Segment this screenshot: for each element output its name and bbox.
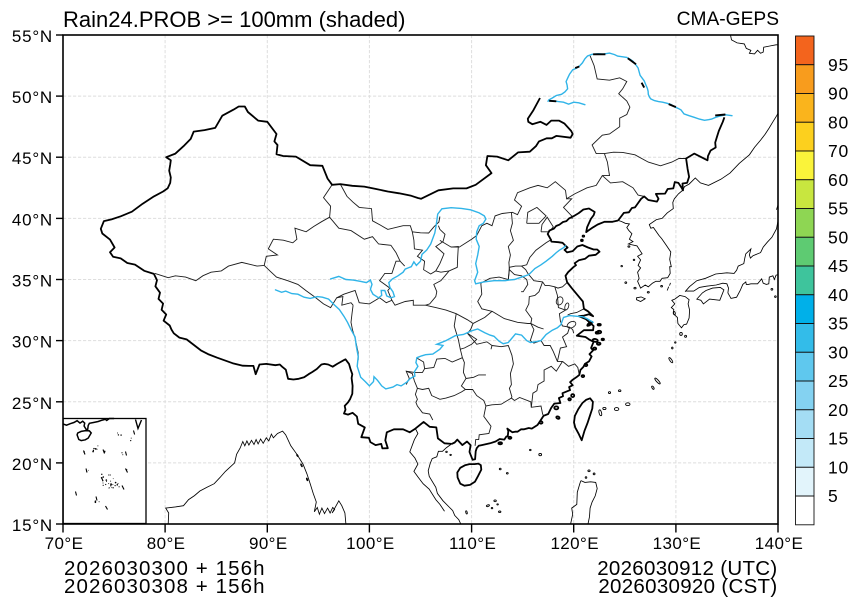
svg-text:10: 10 <box>828 457 849 477</box>
svg-text:55: 55 <box>828 199 849 219</box>
svg-text:25: 25 <box>828 371 849 391</box>
svg-text:90: 90 <box>828 84 849 104</box>
svg-text:30: 30 <box>828 342 849 362</box>
svg-text:2026030308 + 156h: 2026030308 + 156h <box>64 575 266 598</box>
svg-text:40°N: 40°N <box>12 210 53 229</box>
svg-text:35°N: 35°N <box>12 272 53 291</box>
svg-text:2026030300 + 156h: 2026030300 + 156h <box>64 557 266 580</box>
svg-text:70: 70 <box>828 141 849 161</box>
svg-text:2026030920 (CST): 2026030920 (CST) <box>598 575 777 598</box>
svg-text:60: 60 <box>828 170 849 190</box>
svg-text:20: 20 <box>828 400 849 420</box>
svg-text:2026030912 (UTC): 2026030912 (UTC) <box>597 557 777 580</box>
svg-text:40: 40 <box>828 285 849 305</box>
svg-text:100°E: 100°E <box>346 534 395 553</box>
svg-text:80: 80 <box>828 112 849 132</box>
svg-text:15°N: 15°N <box>12 516 53 535</box>
svg-text:35: 35 <box>828 314 849 334</box>
svg-text:90°E: 90°E <box>249 534 288 553</box>
svg-text:45°N: 45°N <box>12 149 53 168</box>
svg-text:50°N: 50°N <box>12 88 53 107</box>
svg-text:15: 15 <box>828 429 849 449</box>
svg-text:25°N: 25°N <box>12 394 53 413</box>
svg-text:130°E: 130°E <box>653 534 702 553</box>
svg-text:50: 50 <box>828 227 849 247</box>
svg-text:30°N: 30°N <box>12 333 53 352</box>
svg-text:CMA-GEPS: CMA-GEPS <box>677 9 779 30</box>
svg-text:20°N: 20°N <box>12 455 53 474</box>
svg-text:110°E: 110°E <box>449 534 496 553</box>
svg-text:Rain24.PROB >= 100mm (shaded): Rain24.PROB >= 100mm (shaded) <box>63 7 405 32</box>
svg-text:140°E: 140°E <box>755 534 804 553</box>
svg-text:45: 45 <box>828 256 849 276</box>
svg-text:120°E: 120°E <box>550 534 599 553</box>
svg-text:5: 5 <box>828 486 839 506</box>
svg-text:55°N: 55°N <box>12 27 53 46</box>
svg-text:95: 95 <box>828 55 849 75</box>
svg-text:70°E: 70°E <box>45 534 84 553</box>
svg-text:80°E: 80°E <box>147 534 186 553</box>
